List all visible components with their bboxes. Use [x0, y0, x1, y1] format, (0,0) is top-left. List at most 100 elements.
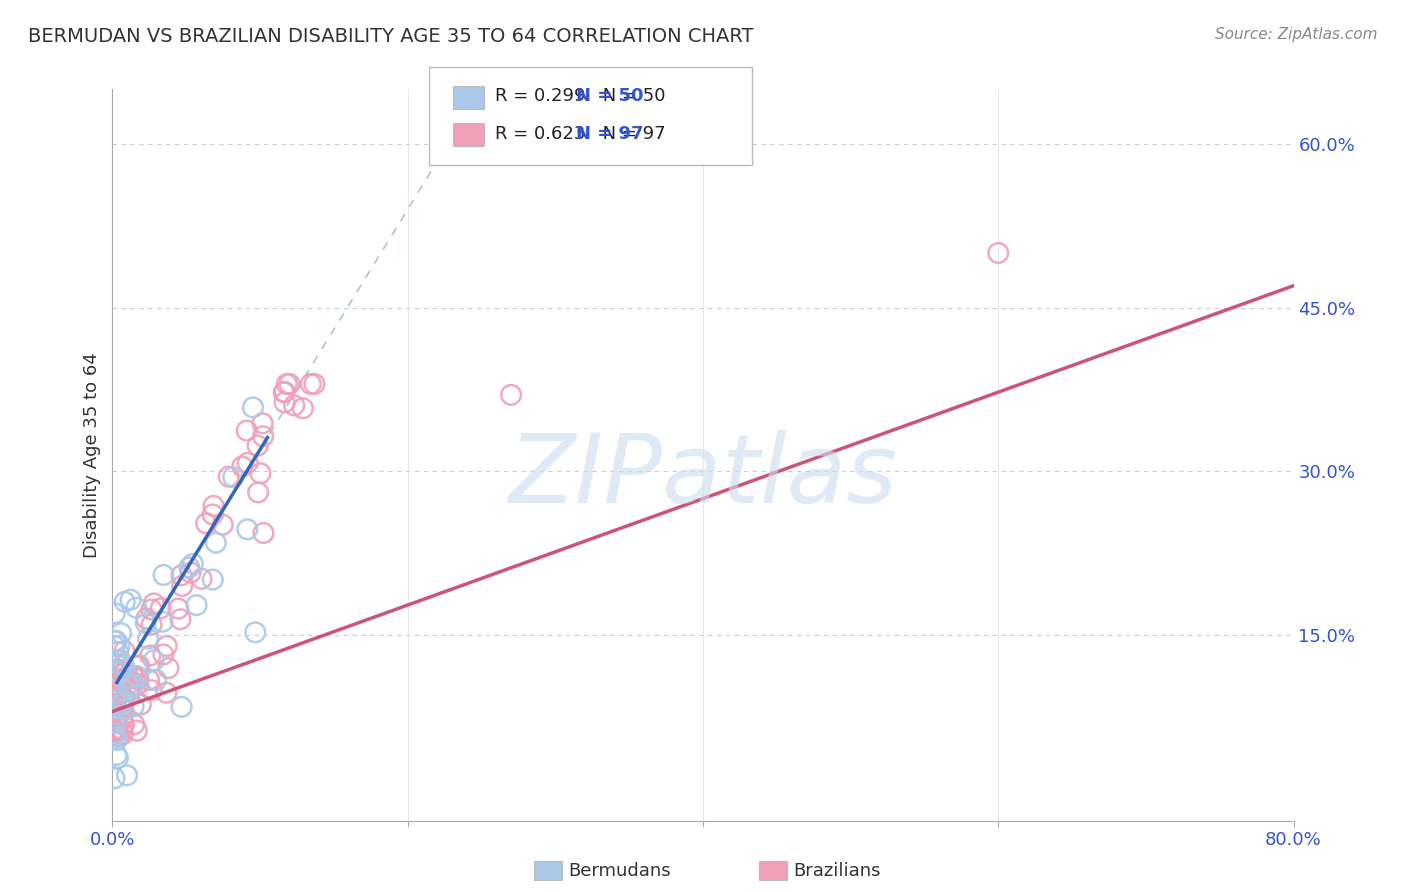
Point	[103, 716, 125, 731]
Point	[110, 626, 132, 640]
Point	[114, 595, 136, 609]
Point	[112, 717, 135, 731]
Point	[104, 633, 127, 648]
Point	[104, 656, 127, 670]
Point	[103, 694, 125, 708]
Point	[112, 657, 135, 672]
Point	[112, 644, 135, 658]
Point	[157, 661, 180, 675]
Point	[278, 376, 301, 391]
Point	[201, 573, 224, 587]
Point	[103, 772, 125, 786]
Point	[246, 439, 269, 453]
Point	[112, 658, 135, 673]
Point	[121, 669, 143, 683]
Point	[111, 709, 134, 723]
Text: R = 0.623   N = 97: R = 0.623 N = 97	[495, 125, 665, 143]
Point	[111, 675, 134, 690]
Point	[276, 376, 298, 391]
Point	[273, 384, 295, 399]
Point	[111, 727, 134, 741]
Point	[104, 663, 127, 677]
Point	[108, 639, 131, 653]
Point	[103, 673, 125, 688]
Point	[105, 687, 128, 701]
Point	[103, 681, 125, 696]
Point	[170, 699, 193, 714]
Point	[104, 678, 127, 692]
Point	[122, 717, 145, 731]
Point	[127, 672, 149, 686]
Point	[103, 726, 125, 740]
Point	[252, 429, 274, 443]
Point	[125, 600, 148, 615]
Point	[125, 669, 148, 683]
Text: BERMUDAN VS BRAZILIAN DISABILITY AGE 35 TO 64 CORRELATION CHART: BERMUDAN VS BRAZILIAN DISABILITY AGE 35 …	[28, 27, 754, 45]
Point	[108, 728, 131, 742]
Point	[304, 376, 326, 391]
Point	[245, 625, 267, 640]
Point	[107, 679, 129, 693]
Point	[107, 680, 129, 694]
Y-axis label: Disability Age 35 to 64: Disability Age 35 to 64	[83, 352, 101, 558]
Point	[103, 690, 125, 704]
Point	[127, 677, 149, 691]
Point	[202, 499, 225, 513]
Point	[118, 671, 141, 685]
Point	[107, 751, 129, 765]
Point	[111, 723, 134, 737]
Point	[104, 698, 127, 712]
Point	[218, 469, 240, 483]
Point	[142, 653, 165, 667]
Point	[112, 665, 135, 680]
Point	[120, 592, 142, 607]
Point	[124, 669, 146, 683]
Point	[127, 659, 149, 673]
Point	[155, 686, 177, 700]
Point	[125, 723, 148, 738]
Point	[105, 663, 128, 677]
Point	[252, 417, 274, 431]
Point	[501, 388, 523, 402]
Point	[291, 401, 314, 416]
Point	[112, 692, 135, 706]
Point	[138, 673, 160, 687]
Point	[231, 459, 253, 474]
Point	[145, 673, 167, 687]
Point	[170, 568, 193, 582]
Point	[222, 470, 245, 484]
Text: Source: ZipAtlas.com: Source: ZipAtlas.com	[1215, 27, 1378, 42]
Point	[107, 645, 129, 659]
Point	[236, 522, 259, 536]
Point	[110, 698, 132, 712]
Point	[236, 456, 259, 470]
Point	[179, 560, 201, 574]
Point	[112, 665, 135, 680]
Point	[172, 579, 194, 593]
Text: N = 50: N = 50	[576, 87, 644, 105]
Point	[108, 696, 131, 710]
Point	[117, 670, 139, 684]
Point	[152, 568, 174, 582]
Point	[112, 658, 135, 673]
Text: ZIPatlas: ZIPatlas	[509, 430, 897, 524]
Point	[104, 693, 127, 707]
Point	[273, 385, 295, 400]
Point	[128, 658, 150, 673]
Point	[299, 376, 322, 391]
Point	[105, 747, 128, 762]
Point	[205, 535, 228, 549]
Point	[103, 673, 125, 687]
Point	[105, 634, 128, 648]
Point	[169, 612, 191, 626]
Point	[117, 677, 139, 691]
Point	[105, 691, 128, 706]
Point	[103, 664, 125, 678]
Point	[112, 694, 135, 708]
Point	[149, 601, 172, 615]
Point	[103, 701, 125, 715]
Point	[108, 665, 131, 680]
Point	[136, 632, 159, 646]
Point	[201, 508, 224, 522]
Point	[141, 617, 163, 632]
